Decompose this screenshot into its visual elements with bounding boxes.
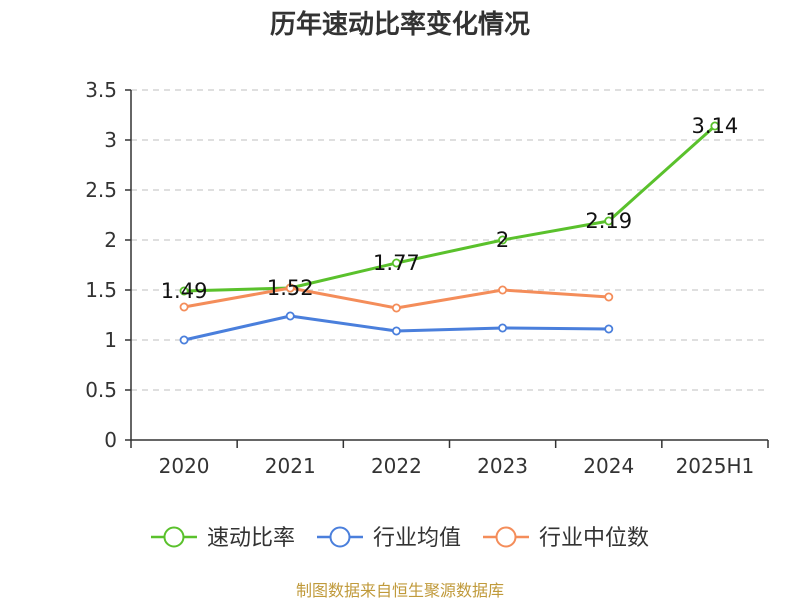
x-tick-label: 2025H1 — [676, 454, 755, 478]
y-tick-label: 2.5 — [85, 178, 117, 202]
legend-label: 行业中位数 — [539, 526, 649, 551]
data-point[interactable] — [179, 335, 189, 345]
y-tick-label: 2 — [104, 228, 117, 252]
data-point[interactable] — [285, 311, 295, 321]
data-point[interactable] — [391, 258, 401, 268]
x-tick-label: 2022 — [371, 454, 422, 478]
data-label: 3.14 — [692, 114, 739, 138]
data-point[interactable] — [498, 235, 508, 245]
grid-lines — [131, 89, 768, 391]
data-point[interactable] — [604, 216, 614, 226]
legend-marker-icon — [329, 526, 351, 548]
legend-marker-icon — [495, 526, 517, 548]
data-labels: 1.49 1.52 1.77 2 2.19 3.14 — [161, 114, 739, 303]
data-point[interactable] — [179, 286, 189, 296]
data-label: 1.52 — [267, 276, 314, 300]
chart-title: 历年速动比率变化情况 — [270, 9, 530, 40]
y-tick-label: 1 — [104, 328, 117, 352]
legend[interactable]: 速动比率 行业均值 行业中位数 — [150, 526, 649, 551]
data-point[interactable] — [391, 326, 401, 336]
y-tick-label: 0 — [104, 428, 117, 452]
data-label: 1.49 — [161, 279, 208, 303]
legend-item[interactable]: 速动比率 — [150, 526, 295, 551]
data-point[interactable] — [285, 283, 295, 293]
x-tick-label: 2021 — [265, 454, 316, 478]
y-tick-label: 1.5 — [85, 278, 117, 302]
data-label: 1.77 — [373, 251, 420, 275]
y-tick-label: 3 — [104, 128, 117, 152]
legend-label: 行业均值 — [373, 526, 461, 551]
data-label: 2.19 — [585, 209, 632, 233]
x-tick-label: 2024 — [583, 454, 634, 478]
data-point[interactable] — [498, 285, 508, 295]
legend-label: 速动比率 — [207, 526, 295, 551]
legend-marker-icon — [163, 526, 185, 548]
data-point[interactable] — [604, 324, 614, 334]
y-tick-label: 3.5 — [85, 78, 117, 102]
legend-item[interactable]: 行业中位数 — [483, 526, 649, 551]
source-note: 制图数据来自恒生聚源数据库 — [296, 581, 504, 600]
series-lines — [179, 121, 720, 345]
x-tick-label: 2020 — [159, 454, 210, 478]
data-point[interactable] — [391, 303, 401, 313]
data-point[interactable] — [179, 302, 189, 312]
x-tick-label: 2023 — [477, 454, 528, 478]
legend-item[interactable]: 行业均值 — [316, 526, 461, 551]
data-point[interactable] — [710, 121, 720, 131]
data-point[interactable] — [604, 292, 614, 302]
y-tick-label: 0.5 — [85, 378, 117, 402]
data-label: 2 — [496, 228, 509, 252]
series-line — [184, 124, 716, 293]
data-point[interactable] — [498, 323, 508, 333]
